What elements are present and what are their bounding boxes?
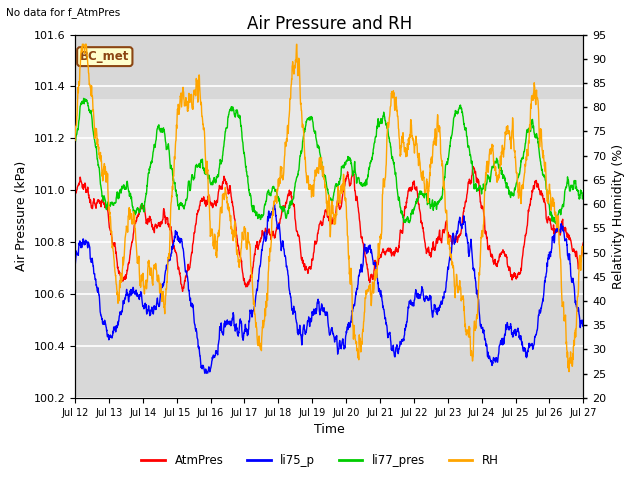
Bar [75,99,583,281]
X-axis label: Time: Time [314,423,344,436]
Y-axis label: Relativity Humidity (%): Relativity Humidity (%) [612,144,625,289]
Text: BC_met: BC_met [80,50,129,63]
Text: No data for f_AtmPres: No data for f_AtmPres [6,7,121,18]
Title: Air Pressure and RH: Air Pressure and RH [246,15,412,33]
Legend: AtmPres, li75_p, li77_pres, RH: AtmPres, li75_p, li77_pres, RH [137,449,503,472]
Y-axis label: Air Pressure (kPa): Air Pressure (kPa) [15,161,28,271]
